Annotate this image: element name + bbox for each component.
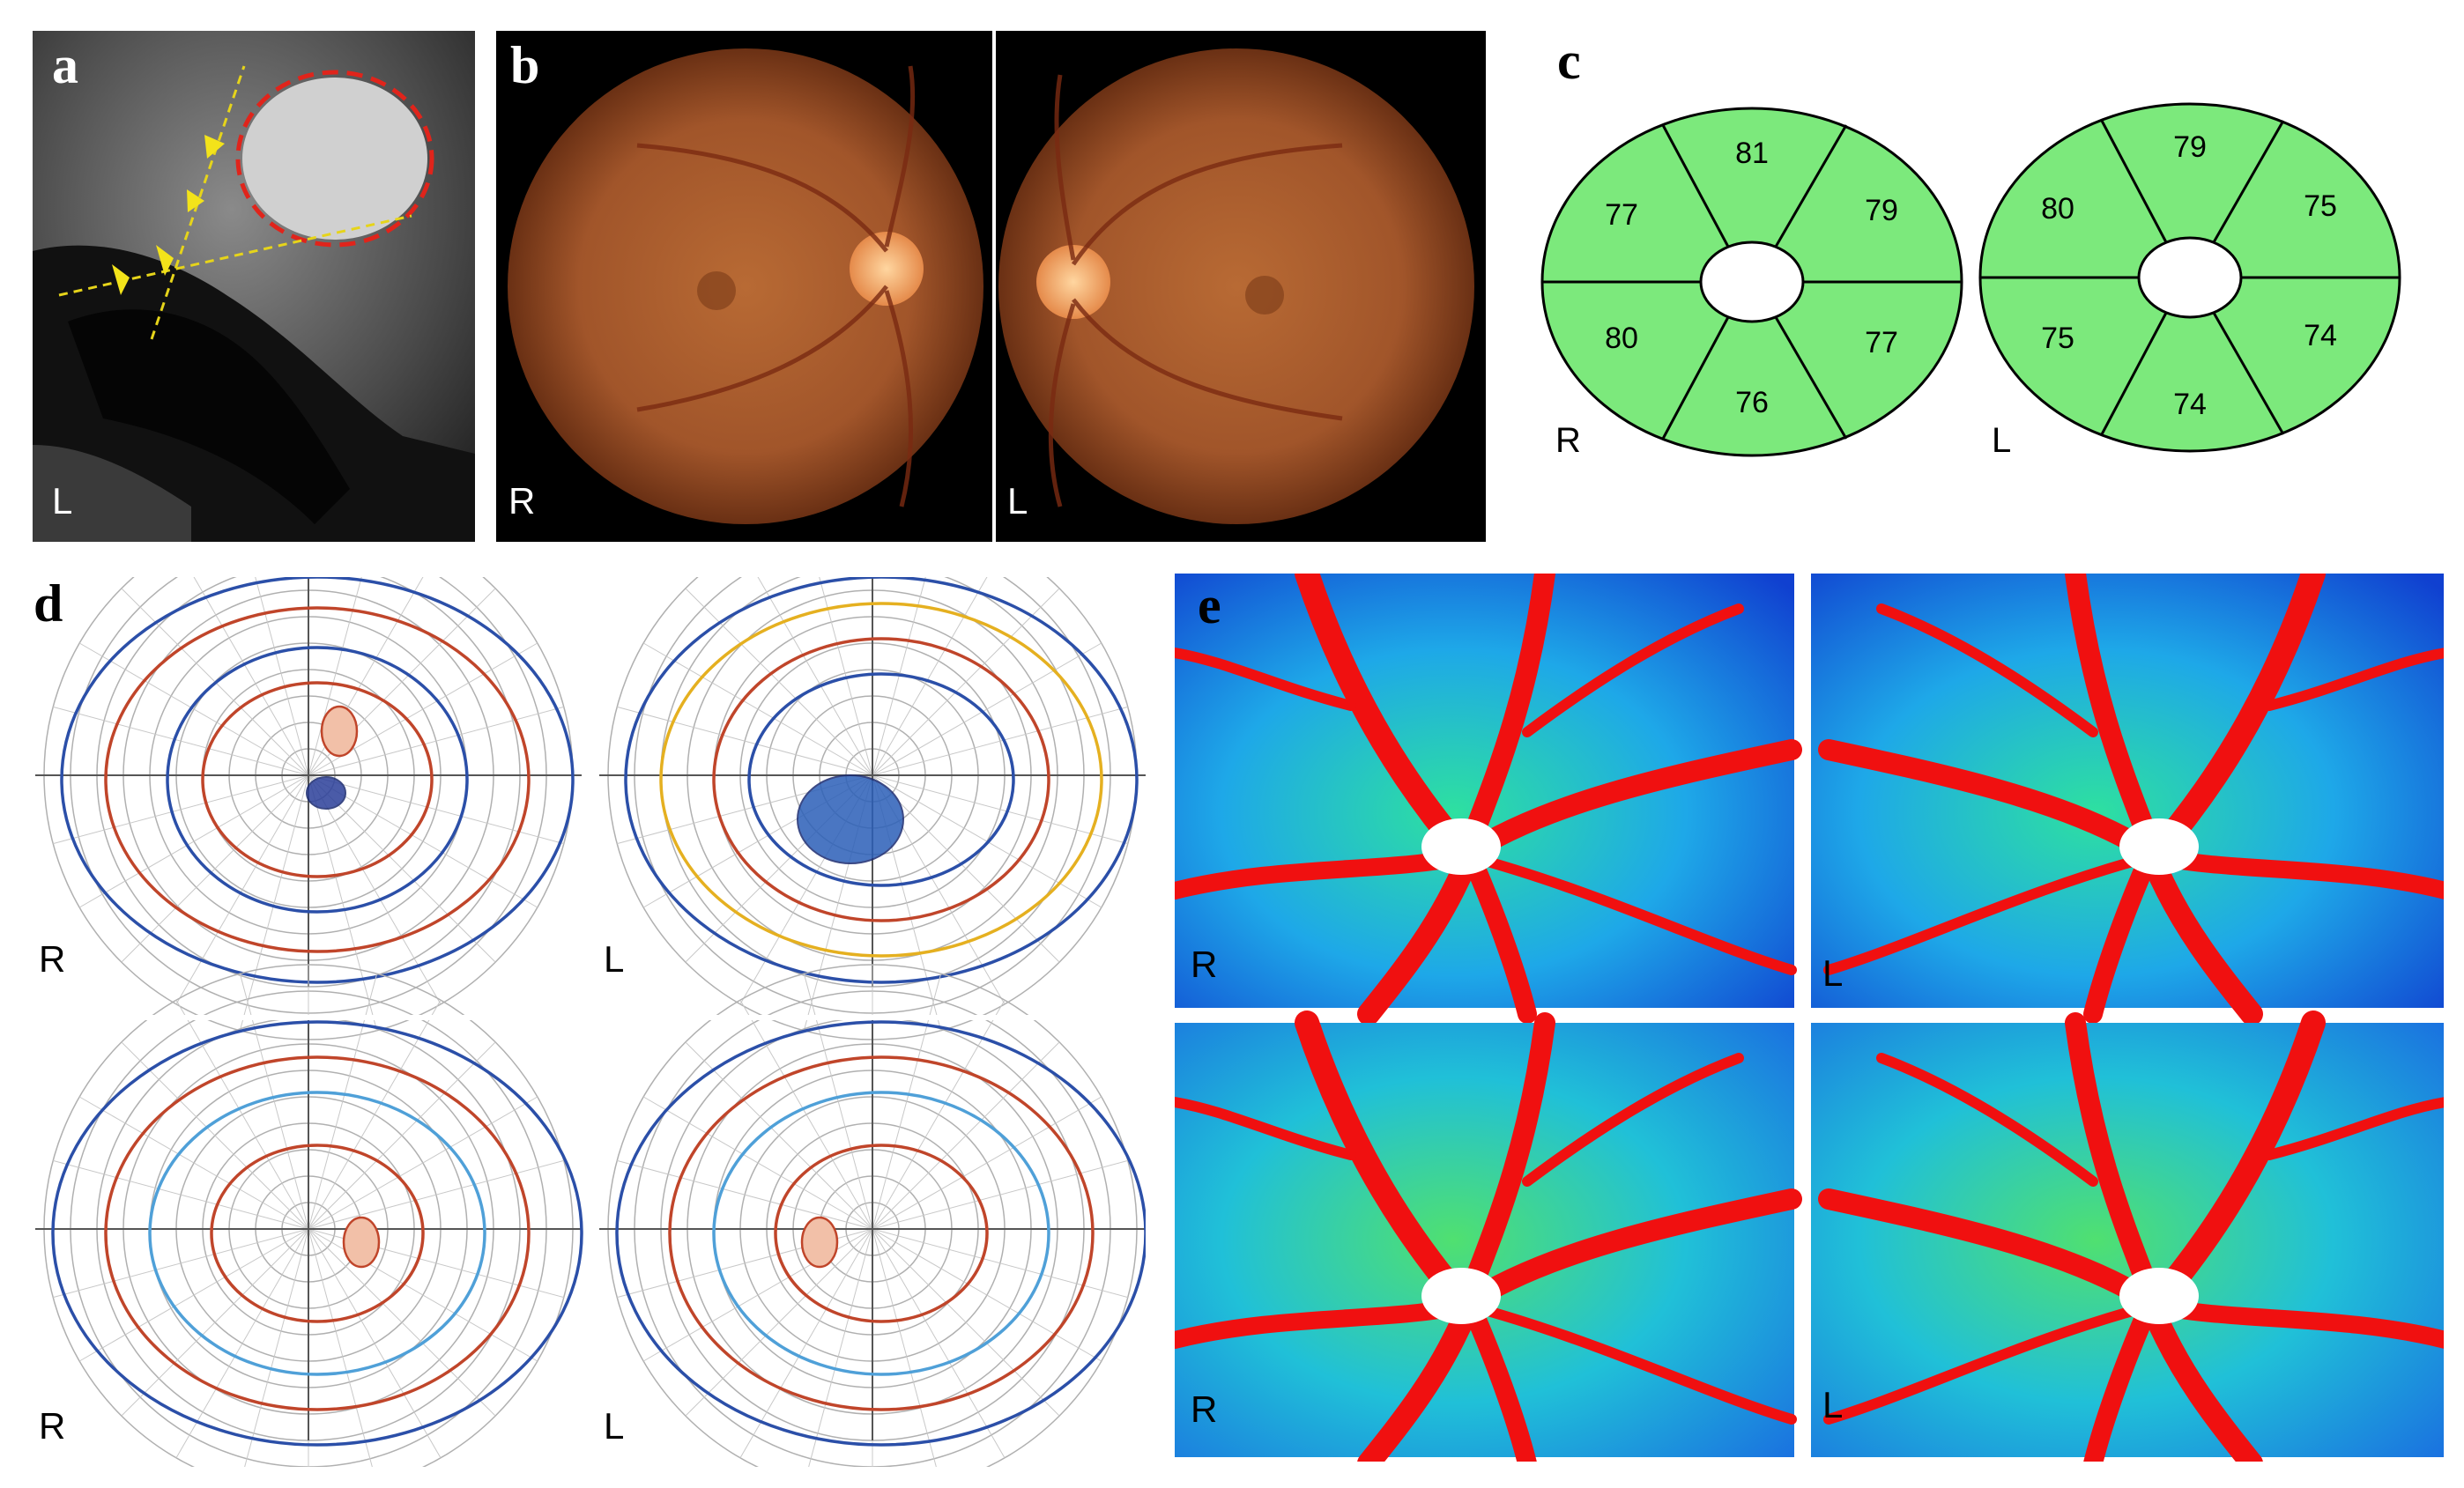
optic-disc	[1036, 245, 1110, 319]
sector-value: 79	[2173, 130, 2207, 164]
side-label: L	[1822, 952, 1844, 994]
panel-e-perfusion-maps: e R L R L	[1175, 574, 2444, 1462]
perfusion-images	[1175, 574, 2444, 1462]
perfusion-map-right-top	[1175, 574, 1794, 1014]
right-fundus	[508, 48, 983, 524]
optic-disc	[850, 232, 924, 306]
side-label: R	[39, 1405, 66, 1447]
sector-value: 77	[1865, 326, 1898, 359]
arrowhead-icon	[204, 135, 225, 159]
sector-value: 80	[1605, 322, 1638, 355]
perimetry-charts	[26, 577, 1146, 1467]
sector-value: 75	[2041, 322, 2074, 355]
side-label: R	[1191, 944, 1218, 985]
side-label: R	[39, 938, 66, 980]
perfusion-map-right-bottom	[1175, 1023, 1794, 1462]
panel-label: b	[510, 36, 540, 94]
side-label: R	[1191, 1388, 1218, 1430]
sector-value: 76	[1735, 386, 1769, 419]
sector-value: 79	[1865, 194, 1898, 227]
side-label: L	[1992, 421, 2011, 460]
side-label: L	[1822, 1384, 1844, 1425]
perimetry-left-top	[599, 577, 1146, 1040]
panel-d-visual-fields: d R L R L	[26, 577, 1146, 1467]
panel-label: d	[33, 577, 63, 633]
sector-value: 74	[2173, 388, 2207, 421]
rnfl-map-right: 81 79 77 76 80 77 R	[1540, 107, 1963, 460]
perimetry-right-bottom	[35, 964, 583, 1467]
tumor-mass	[242, 78, 427, 240]
tumor-outline	[235, 70, 434, 248]
sector-value: 81	[1735, 137, 1769, 170]
side-label: R	[1555, 421, 1581, 460]
panel-label: e	[1198, 576, 1221, 634]
mri-image	[33, 31, 475, 542]
sector-value: 74	[2304, 319, 2337, 352]
panel-label: c	[1557, 32, 1581, 90]
perfusion-map-left-top	[1811, 574, 2444, 1014]
panel-b-fundus: b R L	[496, 31, 1486, 542]
panel-label: a	[52, 36, 78, 94]
arrowhead-icon	[112, 264, 130, 295]
rnfl-map-left: 79 75 74 74 75 80 L	[1978, 102, 2401, 460]
arrowhead-icon	[187, 189, 204, 212]
sector-value: 77	[1605, 198, 1638, 232]
side-label: L	[52, 480, 73, 522]
panel-c-rnfl: c 81 79 77 76 80 77 R	[1529, 31, 2423, 489]
perfusion-map-left-bottom	[1811, 1023, 2444, 1462]
perimetry-left-bottom	[599, 964, 1146, 1467]
side-label: L	[1007, 480, 1028, 522]
rnfl-sector-maps: 81 79 77 76 80 77 R 79 75 74 74 75 80 L	[1540, 102, 2401, 460]
arrowhead-icon	[156, 245, 174, 276]
side-label: R	[508, 480, 536, 522]
sector-value: 80	[2041, 192, 2074, 226]
side-label: L	[604, 938, 625, 980]
left-fundus	[998, 48, 1474, 524]
fundus-images	[508, 31, 1474, 542]
side-label: L	[604, 1405, 625, 1447]
sector-value: 75	[2304, 189, 2337, 223]
reference-line	[150, 65, 246, 340]
panel-a-mri: a L	[33, 31, 475, 542]
